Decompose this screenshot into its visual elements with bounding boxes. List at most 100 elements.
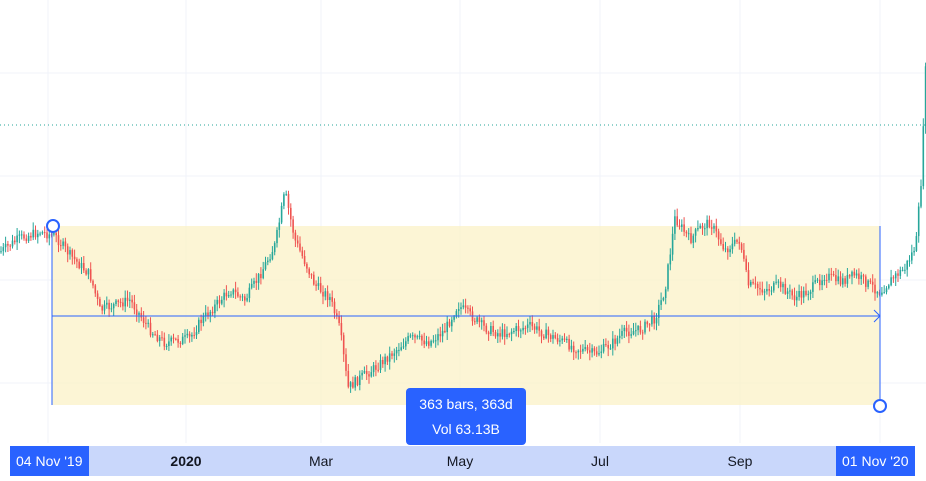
candle-body [566,338,568,340]
candle-body [830,273,833,275]
candle-body [62,241,64,246]
candle-body [204,312,207,317]
candle-body [112,304,115,309]
candle-body [244,296,246,301]
candle-body [308,268,310,275]
range-start-date-label: 04 Nov '19 [10,446,89,476]
candle-body [131,299,133,303]
candle-body [352,382,354,388]
candle-body [890,277,892,286]
candle-body [545,329,547,339]
candle-body [531,322,534,327]
candle-body [239,296,241,298]
candle-body [462,305,465,308]
candle-body [683,224,685,232]
candle-body [14,240,16,243]
candle-body [699,225,701,228]
candle-body [94,285,97,294]
candle-body [319,283,322,292]
candle-body [133,302,136,310]
candle-body [437,334,439,341]
candle-body [416,336,419,338]
candle-body [678,225,681,227]
candle-body [292,219,294,233]
candle-body [232,289,235,295]
candle-body [434,340,437,342]
candle-body [455,311,458,317]
candle-body [616,338,619,344]
candle-body [386,356,389,362]
x-tick-jul: Jul [591,453,609,469]
candle-body [267,260,269,263]
candle-body [687,233,690,235]
candle-body [441,330,444,337]
candle-body [363,371,366,373]
candle-body [874,284,876,294]
candle-body [9,245,11,247]
candle-body [740,243,743,250]
candle-body [591,348,593,353]
candle-body [303,256,306,264]
candle-body [198,319,200,333]
candle-body [69,250,71,255]
range-start-handle[interactable] [46,219,60,233]
candle-body [253,280,255,284]
candle-body [816,279,819,281]
candle-body [177,339,179,343]
candle-body [218,299,221,304]
candle-body [883,292,885,294]
candle-body [752,281,754,284]
price-chart[interactable] [0,0,926,443]
candle-body [365,371,368,375]
candle-body [848,275,851,277]
candle-body [867,280,869,287]
candle-body [892,277,895,279]
candle-body [315,284,317,286]
candle-body [283,194,285,206]
candle-body [694,229,697,236]
candle-body [467,307,469,309]
candle-body [851,271,853,277]
candle-body [99,298,101,306]
candle-body [789,290,791,292]
candle-body [87,269,90,275]
candle-body [586,347,589,351]
candle-body [492,326,494,332]
candle-body [377,369,379,371]
candle-body [697,228,699,230]
candle-body [575,352,577,354]
range-info-tooltip: 363 bars, 363d Vol 63.13B [406,388,526,445]
candle-body [384,356,386,365]
candle-body [409,335,412,337]
candle-body [911,252,913,261]
candle-body [513,331,515,332]
candle-body [273,243,276,253]
candle-body [444,330,446,333]
candle-body [432,340,435,342]
candle-body [766,289,768,292]
candle-body [750,281,752,286]
candle-body [651,316,653,325]
time-axis-range-highlight [52,446,880,476]
candle-body [825,279,828,281]
candle-body [80,263,83,269]
candle-body [800,291,803,298]
candle-body [667,264,669,290]
candle-body [517,326,520,332]
candle-body [480,320,483,323]
candle-body [503,329,506,337]
candle-body [331,297,333,302]
candle-body [646,321,649,325]
x-tick-mar: Mar [308,453,334,469]
candle-body [837,276,839,282]
candle-body [388,353,391,362]
candle-body [393,353,396,356]
range-end-handle[interactable] [873,399,887,413]
candle-body [55,233,57,236]
candle-body [814,280,816,283]
candle-body [844,278,846,284]
candle-body [402,346,405,348]
candle-body [738,241,741,244]
candle-body [108,302,110,310]
